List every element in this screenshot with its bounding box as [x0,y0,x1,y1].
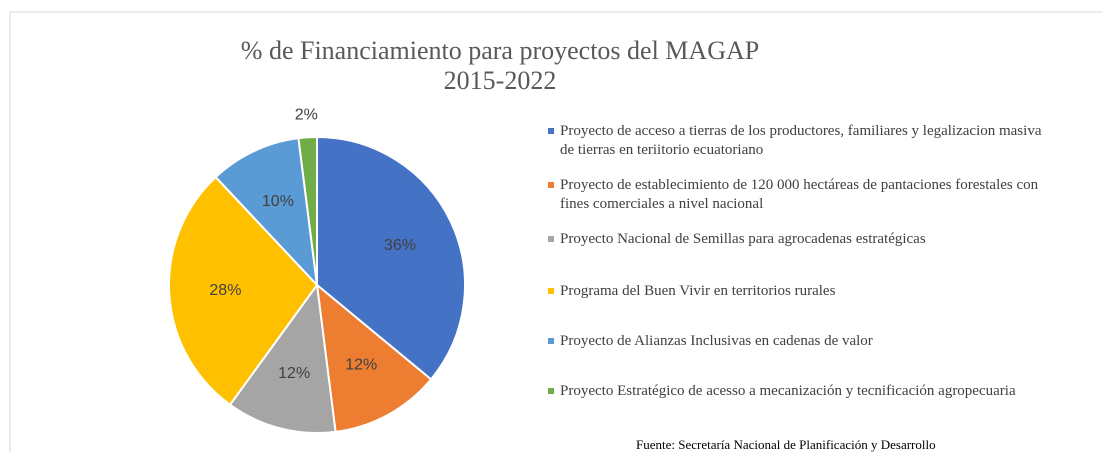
legend-item: Proyecto de acceso a tierras de los prod… [548,122,1048,160]
pie-slice [315,282,433,433]
data-label: 12% [345,357,377,374]
chart-subtitle: 2015-2022 [443,66,557,95]
pie-slice [228,282,337,434]
data-label: 36% [384,237,416,254]
legend-item: Proyecto Estratégico de acesso a mecaniz… [548,382,1016,401]
legend-item: Proyecto de establecimiento de 120 000 h… [548,176,1048,214]
data-label: 2% [295,106,318,123]
title-block: % de Financiamiento para proyectos del M… [170,36,830,96]
legend-label: Proyecto de Alianzas Inclusivas en caden… [560,333,873,349]
data-label: 10% [262,193,294,210]
legend-label: Programa del Buen Vivir en territorios r… [560,283,836,299]
pie-slice [168,175,319,407]
legend-swatch [548,236,554,242]
legend-swatch [548,288,554,294]
pie-slice [297,135,318,286]
chart-title: % de Financiamiento para proyectos del M… [240,36,760,65]
data-label: 28% [209,282,241,299]
legend-swatch [548,388,554,394]
data-label: 12% [278,365,310,382]
legend-label: Proyecto Estratégico de acesso a mecaniz… [560,383,1016,399]
legend-label: Proyecto de acceso a tierras de los prod… [560,123,1042,158]
legend-item: Proyecto Nacional de Semillas para agroc… [548,230,926,249]
legend-swatch [548,128,554,134]
legend-label: Proyecto Nacional de Semillas para agroc… [560,231,926,247]
pie-slice [316,135,466,381]
legend-item: Programa del Buen Vivir en territorios r… [548,282,835,301]
frame [9,11,1103,452]
source: Fuente: Secretaría Nacional de Planifica… [636,437,936,452]
legend-item: Proyecto de Alianzas Inclusivas en caden… [548,332,873,351]
pie-slice [214,137,319,288]
legend-label: Proyecto de establecimiento de 120 000 h… [560,177,1039,212]
legend-swatch [548,338,554,344]
legend-swatch [548,182,554,188]
